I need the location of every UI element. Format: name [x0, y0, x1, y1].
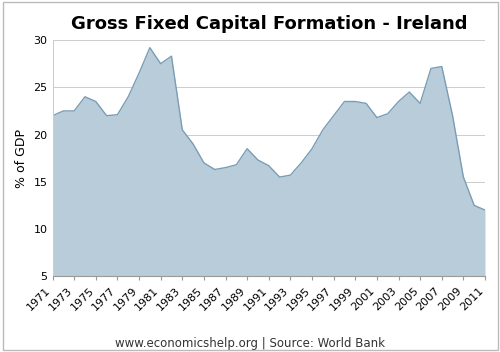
Y-axis label: % of GDP: % of GDP [15, 128, 28, 188]
Title: Gross Fixed Capital Formation - Ireland: Gross Fixed Capital Formation - Ireland [70, 15, 467, 33]
Text: www.economicshelp.org | Source: World Bank: www.economicshelp.org | Source: World Ba… [115, 337, 385, 350]
